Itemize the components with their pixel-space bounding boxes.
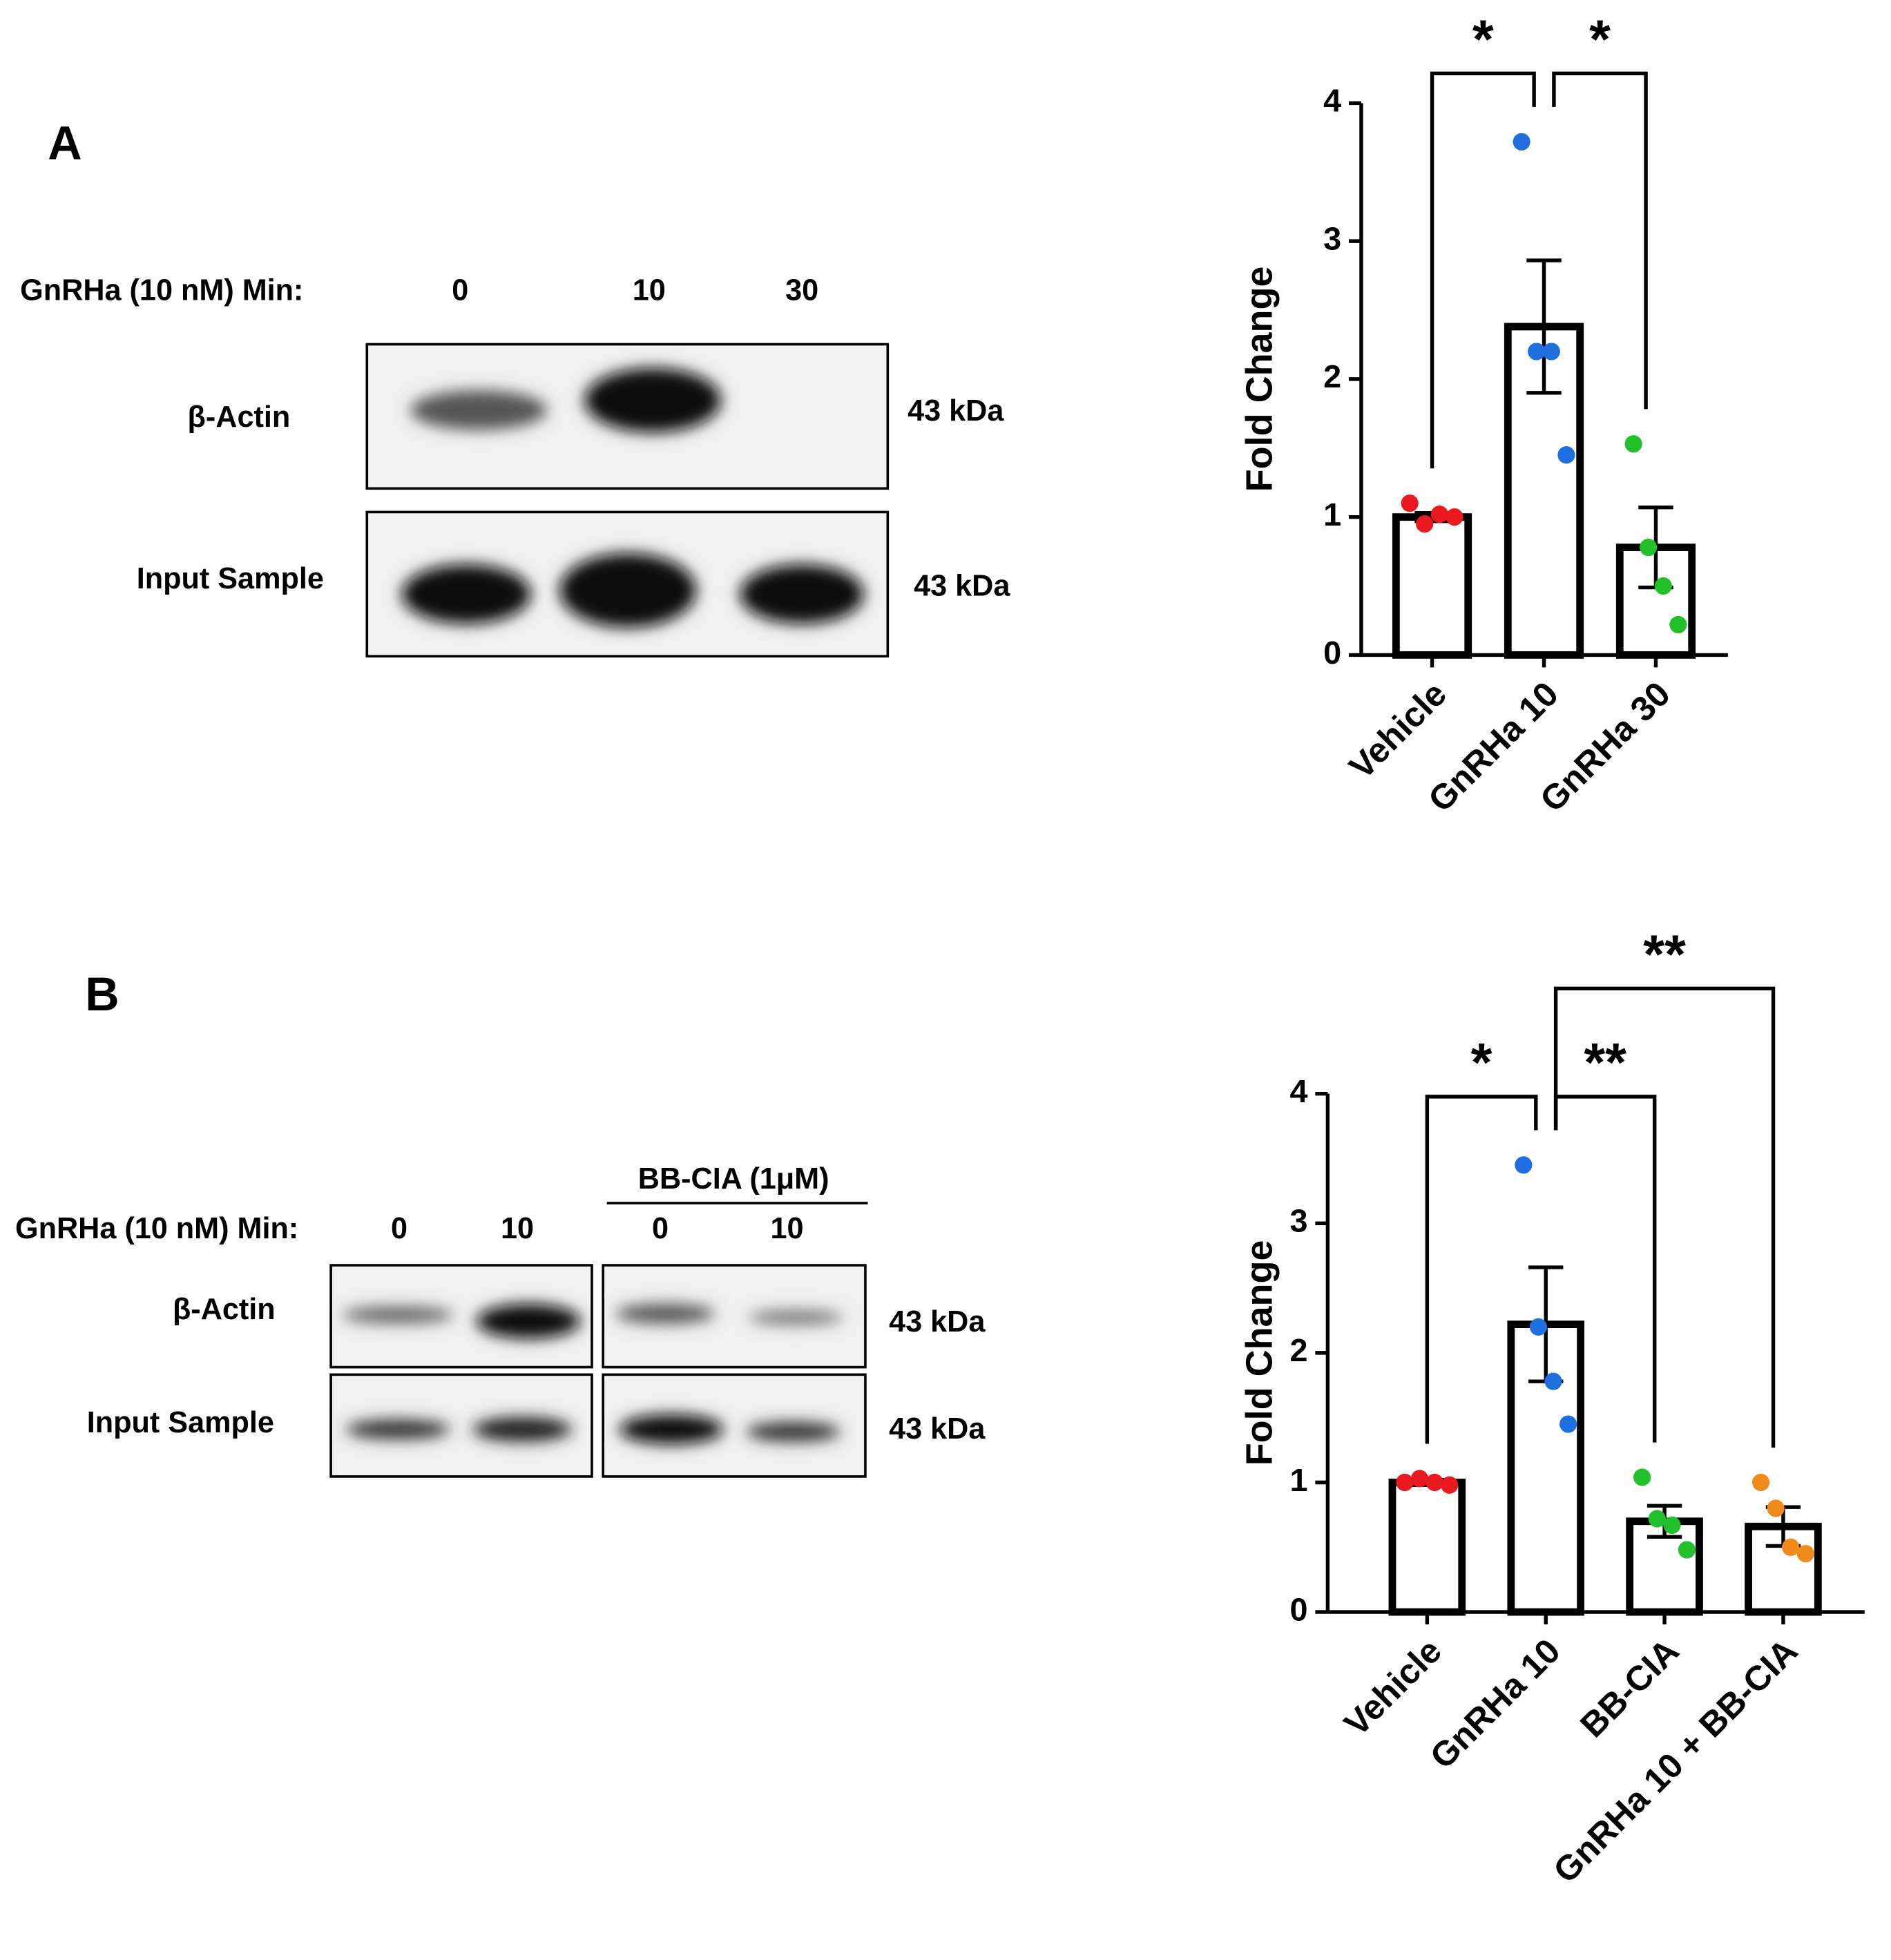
y-tick-label: 4: [1290, 1073, 1308, 1109]
data-point: [1544, 1372, 1562, 1390]
size-label: 43 kDa: [889, 1412, 986, 1445]
significance-label: *: [1472, 8, 1494, 70]
data-point: [1624, 435, 1642, 453]
lane-label: 10: [633, 273, 666, 307]
significance-bracket: [1552, 71, 1648, 410]
y-tick-label: 2: [1323, 358, 1341, 394]
lane-label: 30: [785, 273, 818, 307]
data-point: [1529, 1318, 1548, 1336]
significance-label: *: [1589, 8, 1611, 70]
inhibitor-label: BB-CIA (1μM): [638, 1162, 829, 1195]
y-tick-label: 2: [1290, 1332, 1308, 1368]
data-point: [1751, 1473, 1770, 1492]
bar: [1388, 1479, 1466, 1616]
data-point: [1430, 506, 1448, 523]
data-point: [1542, 343, 1560, 361]
data-point: [1513, 133, 1530, 151]
bands: [401, 367, 865, 628]
x-tick-label: Vehicle: [1341, 674, 1454, 787]
lane-label: 0: [652, 1212, 669, 1245]
lane-label: 0: [391, 1212, 407, 1245]
y-tick-label: 0: [1290, 1591, 1308, 1627]
significance-bracket: [1430, 71, 1536, 469]
significance-label: **: [1584, 1032, 1626, 1093]
lane-label: 10: [501, 1212, 534, 1245]
data-point: [1669, 615, 1687, 634]
y-tick-label: 0: [1323, 635, 1341, 671]
data-point: [1515, 1156, 1533, 1174]
lane-label: 10: [771, 1212, 804, 1245]
y-tick-label: 4: [1323, 83, 1341, 119]
row-label: β-Actin: [188, 401, 291, 434]
data-point: [1654, 577, 1672, 595]
row-label: Input Sample: [137, 562, 324, 595]
size-label: 43 kDa: [889, 1305, 986, 1338]
data-point: [1559, 1415, 1577, 1433]
y-tick-label: 1: [1290, 1462, 1308, 1498]
data-point: [1633, 1468, 1651, 1486]
lane-label: 0: [452, 273, 468, 307]
size-label: 43 kDa: [908, 394, 1004, 427]
treatment-label: GnRHa (10 nM) Min:: [20, 273, 303, 307]
y-tick-label: 1: [1323, 497, 1341, 532]
data-point: [1648, 1510, 1666, 1528]
data-point: [1678, 1541, 1696, 1559]
data-point: [1416, 515, 1434, 533]
data-point: [1640, 538, 1658, 557]
data-point: [1446, 508, 1463, 526]
significance-bracket: [1553, 986, 1776, 1448]
data-point: [1767, 1499, 1785, 1517]
data-point: [1663, 1516, 1681, 1535]
y-axis-label: Fold Change: [1238, 266, 1280, 492]
y-tick-label: 3: [1290, 1203, 1308, 1239]
row-label: Input Sample: [87, 1406, 274, 1439]
significance-label: **: [1643, 923, 1686, 985]
data-point: [1441, 1476, 1459, 1494]
significance-bracket: [1425, 1095, 1538, 1444]
data-point: [1426, 1473, 1443, 1492]
bands: [342, 1303, 843, 1445]
data-point: [1557, 446, 1575, 464]
panel-label: B: [85, 968, 119, 1021]
data-point: [1528, 343, 1546, 361]
data-point: [1396, 1473, 1414, 1492]
treatment-label: GnRHa (10 nM) Min:: [15, 1212, 298, 1245]
data-point: [1410, 1470, 1429, 1488]
row-label: β-Actin: [173, 1293, 276, 1326]
data-point: [1796, 1545, 1814, 1563]
panel-label: A: [48, 117, 81, 169]
bar: [1392, 513, 1472, 659]
x-tick-label: GnRHa 10: [1422, 1631, 1568, 1776]
data-point: [1401, 494, 1419, 512]
data-point: [1782, 1538, 1800, 1556]
x-tick-label: BB-CIA: [1573, 1631, 1687, 1745]
x-tick-label: Vehicle: [1336, 1631, 1449, 1743]
y-tick-label: 3: [1323, 220, 1341, 256]
size-label: 43 kDa: [914, 570, 1010, 603]
significance-label: *: [1471, 1032, 1492, 1093]
y-axis-label: Fold Change: [1238, 1240, 1280, 1466]
